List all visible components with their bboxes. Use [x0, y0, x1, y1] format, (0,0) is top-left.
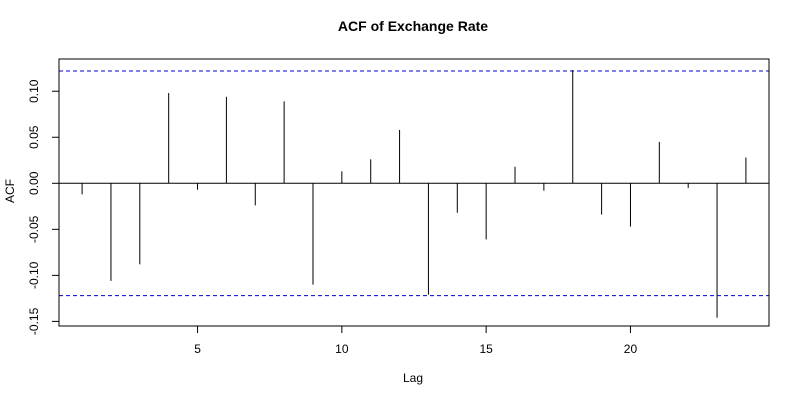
chart-title: ACF of Exchange Rate	[338, 18, 488, 34]
acf-spikes	[81, 70, 747, 318]
x-axis: 5 10 15 20	[194, 326, 637, 356]
confidence-bands	[59, 70, 769, 297]
y-axis-label: ACF	[3, 179, 17, 203]
x-tick-label: 20	[624, 342, 638, 356]
y-tick-label: -0.10	[27, 261, 41, 289]
y-axis: -0.15 -0.10 -0.05 0.00 0.05 0.10	[27, 79, 59, 335]
x-tick-label: 15	[479, 342, 493, 356]
y-tick-label: -0.15	[27, 307, 41, 335]
x-tick-label: 10	[335, 342, 349, 356]
x-axis-label: Lag	[403, 371, 423, 385]
y-tick-label: 0.00	[27, 171, 41, 195]
y-tick-label: 0.10	[27, 79, 41, 103]
x-tick-label: 5	[194, 342, 201, 356]
y-tick-label: -0.05	[27, 215, 41, 243]
plot-frame	[58, 58, 770, 327]
y-tick-label: 0.05	[27, 125, 41, 149]
